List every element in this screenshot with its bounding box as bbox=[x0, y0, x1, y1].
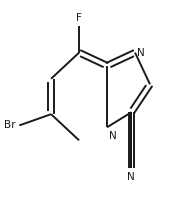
Text: N: N bbox=[109, 131, 117, 141]
Text: F: F bbox=[76, 13, 82, 23]
Text: N: N bbox=[137, 48, 145, 58]
Text: Br: Br bbox=[4, 120, 16, 130]
Text: N: N bbox=[127, 172, 135, 182]
